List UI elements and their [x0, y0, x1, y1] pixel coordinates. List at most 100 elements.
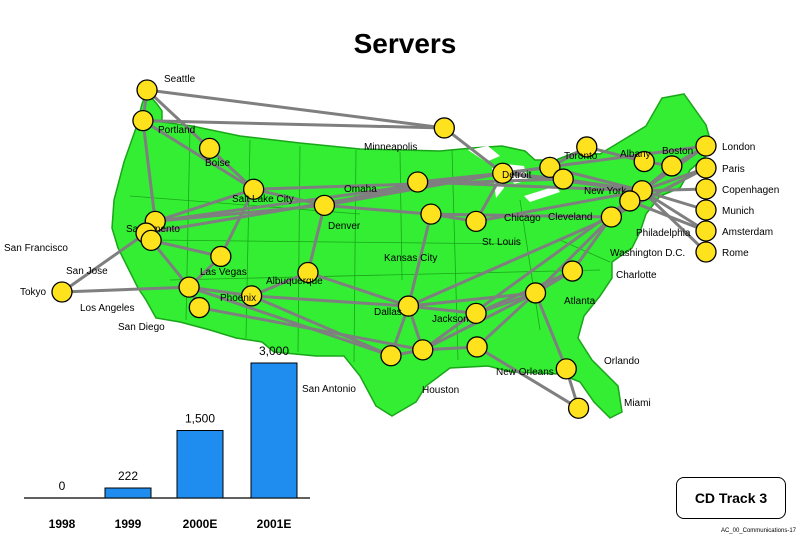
route-atlanta-orlando [534, 291, 568, 371]
node-albany [633, 150, 655, 173]
node-chicago [492, 162, 514, 184]
route-salt-lake-city-sacramento [153, 187, 256, 223]
city-label-detroit: Detroit [502, 170, 532, 181]
city-label-toronto: Toronto [564, 151, 598, 162]
node-kansas-city [420, 203, 442, 225]
route-portland-salt-lake-city [141, 119, 256, 191]
route-st-louis-new-york [474, 189, 644, 223]
route-phoenix-dallas [250, 294, 410, 308]
route-salt-lake-city-denver [252, 187, 326, 207]
route-denver-kansas-city [322, 203, 433, 216]
city-label-omaha: Omaha [344, 184, 377, 195]
route-philadelphia-amsterdam [628, 199, 708, 233]
route-tokyo-los-angeles [60, 285, 191, 294]
route-new-york-rome [640, 189, 708, 254]
route-albuquerque-dallas [306, 271, 410, 308]
city-label-washington-d-c: Washington D.C. [610, 248, 685, 259]
node-new-orleans [466, 336, 488, 358]
city-label-rome: Rome [722, 248, 749, 259]
route-dallas-kansas-city [406, 212, 433, 308]
bar-category-label-1998: 1998 [49, 517, 76, 531]
node-tokyo [51, 281, 73, 303]
cd-track-badge: CD Track 3 [676, 477, 786, 519]
node-washington-d-c [600, 206, 623, 228]
city-label-charlotte: Charlotte [616, 270, 657, 281]
server-count-bars: 0 1998 222 1999 1,500 2000E 3,000 2001E [24, 344, 310, 531]
city-label-paris: Paris [722, 164, 745, 175]
node-salt-lake-city [242, 178, 265, 200]
node-paris [695, 157, 717, 179]
bar-category-label-1999: 1999 [115, 517, 142, 531]
city-label-new-orleans: New Orleans [496, 367, 554, 378]
city-label-munich: Munich [722, 206, 754, 217]
page-title: Servers [353, 28, 457, 59]
bar-1999 [104, 487, 152, 499]
city-label-amsterdam: Amsterdam [722, 227, 773, 238]
node-philadelphia [619, 190, 641, 212]
node-boston [661, 155, 683, 177]
city-label-salt-lake-city: Salt Lake City [232, 194, 294, 205]
city-label-denver: Denver [328, 221, 361, 232]
node-san-antonio [380, 345, 402, 367]
node-minneapolis [433, 117, 455, 139]
city-label-philadelphia: Philadelphia [636, 228, 691, 239]
bar-value-label-1999: 222 [118, 469, 138, 483]
route-seattle-minneapolis [145, 88, 446, 130]
city-label-phoenix: Phoenix [220, 293, 256, 304]
great-lake-superior [468, 146, 500, 162]
city-label-san-francisco: San Francisco [4, 243, 68, 254]
route-las-vegas-salt-lake-city [219, 187, 256, 258]
node-london [695, 135, 717, 157]
city-label-tokyo: Tokyo [20, 287, 47, 298]
node-toronto [576, 136, 598, 158]
city-label-albuquerque: Albuquerque [266, 276, 323, 287]
city-label-las-vegas: Las Vegas [200, 267, 247, 278]
node-orlando [555, 358, 577, 380]
node-jackson [465, 302, 487, 325]
route-portland-sacramento [141, 119, 157, 223]
route-albuquerque-denver [306, 203, 326, 274]
route-san-antonio-phoenix [250, 294, 393, 358]
route-los-angeles-san-antonio [187, 285, 393, 358]
city-label-los-angeles: Los Angeles [80, 303, 135, 314]
route-tokyo-san-francisco [60, 231, 148, 294]
route-san-diego-houston [197, 306, 425, 352]
route-portland-minneapolis [141, 119, 446, 130]
route-omaha-new-york [416, 180, 644, 193]
node-seattle [136, 79, 158, 101]
city-label-miami: Miami [624, 398, 651, 409]
city-label-cleveland: Cleveland [548, 212, 592, 223]
route-new-york-paris [640, 166, 708, 193]
node-portland [132, 110, 154, 132]
city-label-new-york: New York [584, 186, 627, 197]
city-label-boston: Boston [662, 146, 693, 157]
node-houston [412, 339, 434, 361]
city-label-atlanta: Atlanta [564, 296, 596, 307]
node-copenhagen [695, 178, 717, 200]
node-st-louis [465, 210, 487, 233]
route-washington-d-c-charlotte [570, 215, 613, 273]
node-cleveland [552, 168, 574, 190]
route-atlanta-washington-d-c [534, 215, 613, 295]
city-label-orlando: Orlando [604, 356, 640, 367]
city-label-dallas: Dallas [374, 307, 402, 318]
node-san-diego [188, 296, 210, 319]
route-minneapolis-chicago [442, 126, 505, 175]
route-jackson-charlotte [474, 269, 574, 315]
bar-2000e [176, 430, 224, 499]
node-atlanta [524, 282, 547, 304]
route-atlanta-new-orleans [475, 291, 538, 349]
bar-value-label-2001e: 3,000 [259, 344, 289, 358]
bar-category-label-2001e: 2001E [257, 517, 292, 531]
city-label-san-jose: San Jose [66, 266, 108, 277]
bar-2001e [250, 362, 298, 499]
node-detroit [539, 156, 561, 179]
route-new-orleans-miami [475, 345, 581, 410]
route-kansas-city-washington-d-c [429, 212, 613, 219]
node-amsterdam [695, 220, 717, 242]
node-munich [695, 199, 717, 221]
city-label-albany: Albany [620, 149, 651, 160]
